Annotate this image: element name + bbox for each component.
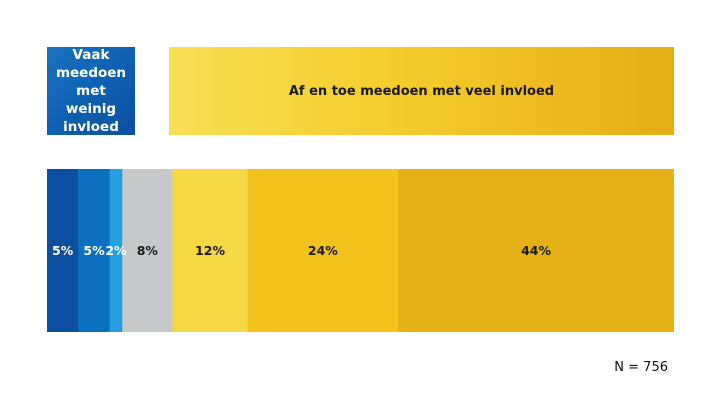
- bar-segment-5: [172, 169, 249, 332]
- segment-label-2: 5%: [83, 243, 105, 258]
- segment-label-6: 24%: [307, 243, 338, 258]
- segment-label-3: 2%: [105, 243, 127, 258]
- sample-size-note: N = 756: [614, 360, 668, 375]
- stacked-bar-svg: [47, 169, 674, 332]
- bar-segment-7: [398, 169, 674, 332]
- group-header-occasional-high-influence: Af en toe meedoen met veel invloed: [169, 47, 674, 135]
- segment-label-1: 5%: [52, 243, 74, 258]
- bar-segment-1: [47, 169, 79, 332]
- stacked-bar: 5% 5% 2% 8% 12% 24% 44%: [47, 169, 674, 332]
- segment-label-5: 12%: [195, 243, 225, 258]
- segment-labels: 5% 5% 2% 8% 12% 24% 44%: [47, 169, 674, 332]
- bar-segment-6: [247, 169, 399, 332]
- segment-label-7: 44%: [521, 243, 551, 258]
- group-header-frequent-low-influence: Vaak meedoen met weinig invloed: [47, 47, 135, 135]
- bar-segment-2: [78, 169, 111, 332]
- bar-segment-4: [122, 169, 173, 332]
- segment-label-4: 8%: [136, 243, 158, 258]
- bar-segment-3: [109, 169, 123, 332]
